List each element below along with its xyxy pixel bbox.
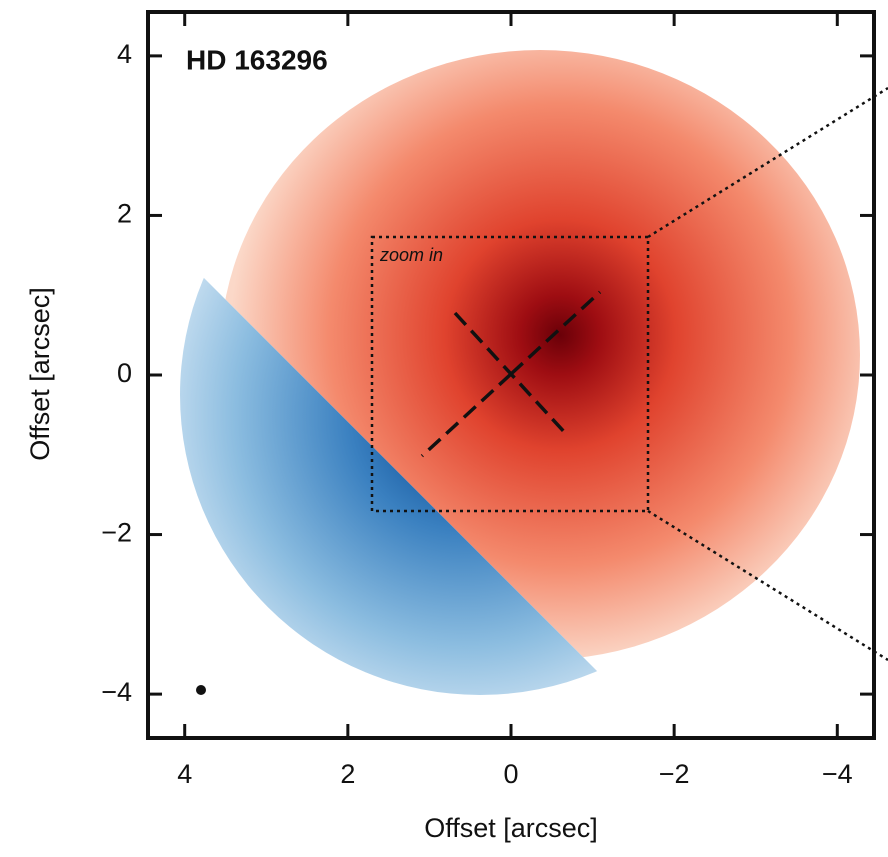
annotation: zoom in: [379, 245, 443, 265]
zoom-line: [647, 509, 888, 662]
y-tick-label: 2: [117, 199, 132, 229]
zoom-box: [370, 235, 650, 513]
y-tick-label: −4: [101, 677, 132, 707]
y-tick-label: 4: [117, 39, 132, 69]
x-tick-label: −4: [822, 759, 853, 789]
velocity-map: [180, 50, 860, 695]
zoom-line: [647, 86, 888, 239]
x-axis-label: Offset [arcsec]: [424, 813, 598, 843]
y-tick-label: 0: [117, 358, 132, 388]
x-tick-label: 4: [177, 759, 192, 789]
major-axis: [420, 372, 513, 458]
x-tick-label: 2: [340, 759, 355, 789]
minor-axis: [453, 311, 569, 437]
y-tick-label: −2: [101, 518, 132, 548]
chart-title: HD 163296: [186, 44, 328, 75]
y-axis-label: Offset [arcsec]: [25, 287, 55, 461]
x-tick-label: −2: [659, 759, 690, 789]
major-axis: [509, 290, 602, 376]
beam: [196, 685, 206, 695]
x-tick-label: 0: [503, 759, 518, 789]
